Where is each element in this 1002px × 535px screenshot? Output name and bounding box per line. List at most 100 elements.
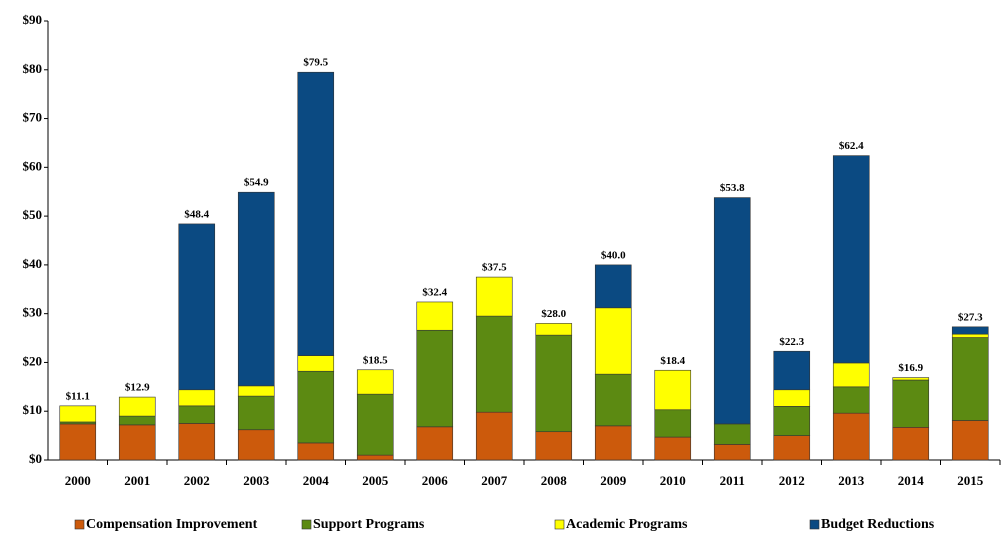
total-label: $40.0: [601, 249, 626, 261]
bar-segment: [178, 389, 216, 407]
y-tick-label: $70: [23, 110, 43, 125]
y-tick-label: $20: [23, 353, 43, 368]
y-tick-label: $10: [23, 402, 43, 417]
bar-segment: [237, 395, 275, 431]
bar-segment: [773, 435, 811, 461]
x-tick-label: 2003: [243, 473, 270, 488]
total-label: $18.4: [660, 355, 685, 367]
bar-segment: [118, 424, 156, 461]
total-label: $53.8: [720, 182, 745, 194]
y-tick-label: $80: [23, 61, 43, 76]
bar-segment: [892, 427, 930, 461]
bar-segment: [416, 329, 454, 428]
total-label: $22.3: [779, 336, 804, 348]
bar-segment: [416, 301, 454, 331]
bar-segment: [237, 191, 275, 387]
total-label: $54.9: [244, 177, 269, 189]
bar-segment: [773, 389, 811, 407]
y-tick-label: $50: [23, 207, 43, 222]
bar-segment: [713, 423, 751, 445]
total-label: $48.4: [184, 208, 209, 220]
bar-segment: [951, 326, 989, 335]
x-tick-label: 2005: [362, 473, 389, 488]
bar-segment: [297, 442, 335, 461]
bar-segment: [832, 386, 870, 414]
bar-segment: [594, 425, 632, 461]
x-tick-label: 2012: [779, 473, 805, 488]
legend-label: Budget Reductions: [821, 517, 935, 532]
legend-swatch: [809, 519, 820, 530]
bar-segment: [118, 415, 156, 426]
legend-swatch: [554, 519, 565, 530]
total-label: $27.3: [958, 311, 983, 323]
total-label: $37.5: [482, 262, 507, 274]
bar-segment: [475, 315, 513, 413]
bar-segment: [892, 377, 930, 381]
bar-segment: [237, 385, 275, 397]
y-tick-label: $60: [23, 158, 43, 173]
bar-segment: [475, 411, 513, 461]
y-tick-label: $30: [23, 305, 43, 320]
bar-segment: [356, 369, 394, 395]
bar-segment: [535, 323, 573, 336]
total-label: $16.9: [898, 362, 923, 374]
total-label: $62.4: [839, 140, 864, 152]
bar-segment: [297, 370, 335, 444]
x-tick-label: 2013: [838, 473, 865, 488]
bar-segment: [178, 423, 216, 461]
bar-segment: [118, 396, 156, 417]
x-tick-label: 2007: [481, 473, 508, 488]
x-tick-label: 2009: [600, 473, 627, 488]
bar-segment: [535, 334, 573, 433]
bar-segment: [594, 307, 632, 375]
bar-segment: [356, 454, 394, 461]
x-tick-label: 2000: [65, 473, 91, 488]
legend-label: Compensation Improvement: [86, 517, 258, 532]
bar-segment: [594, 373, 632, 427]
y-tick-label: $90: [23, 12, 43, 27]
x-tick-label: 2011: [720, 473, 745, 488]
bar-segment: [178, 405, 216, 424]
x-tick-label: 2014: [898, 473, 925, 488]
bar-segment: [416, 426, 454, 461]
bar-segment: [178, 223, 216, 391]
y-tick-label: $0: [29, 451, 42, 466]
legend-swatch: [74, 519, 85, 530]
bar-segment: [892, 379, 930, 428]
total-label: $79.5: [303, 57, 328, 69]
legend-swatch: [301, 519, 312, 530]
total-label: $18.5: [363, 354, 388, 366]
bar-segment: [297, 355, 335, 372]
bar-segment: [59, 405, 97, 423]
x-tick-label: 2006: [422, 473, 449, 488]
y-tick-label: $40: [23, 256, 43, 271]
bar-segment: [951, 333, 989, 338]
bar-segment: [951, 337, 989, 421]
bar-segment: [773, 406, 811, 436]
bar-segment: [713, 444, 751, 461]
bar-segment: [475, 276, 513, 317]
bar-segment: [654, 436, 692, 461]
bar-segment: [773, 350, 811, 391]
bar-segment: [654, 369, 692, 411]
bar-segment: [713, 197, 751, 425]
bar-segment: [832, 155, 870, 364]
bar-segment: [832, 412, 870, 461]
total-label: $32.4: [422, 286, 447, 298]
bar-segment: [237, 429, 275, 461]
bar-segment: [356, 393, 394, 456]
bar-segment: [59, 423, 97, 461]
bar-segment: [594, 264, 632, 309]
legend-label: Academic Programs: [566, 517, 688, 532]
x-tick-label: 2001: [124, 473, 150, 488]
bar-segment: [832, 362, 870, 388]
total-label: $12.9: [125, 382, 150, 394]
total-label: $11.1: [66, 390, 90, 402]
x-tick-label: 2010: [660, 473, 686, 488]
total-label: $28.0: [541, 308, 566, 320]
x-tick-label: 2004: [303, 473, 330, 488]
bar-segment: [951, 420, 989, 461]
x-tick-label: 2002: [184, 473, 210, 488]
x-tick-label: 2008: [541, 473, 568, 488]
